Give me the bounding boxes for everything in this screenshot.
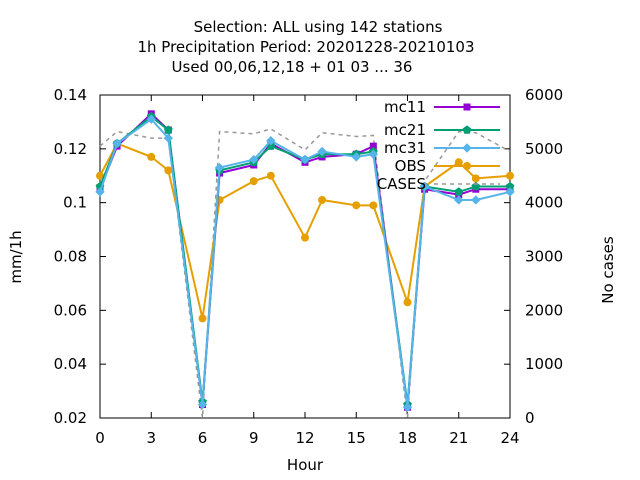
- data-point-obs: [147, 152, 156, 161]
- plot-frame: [99, 94, 511, 419]
- x-tick-label: 18: [398, 429, 417, 447]
- y-tick-label: 0.08: [54, 248, 87, 266]
- data-point-mc31: [505, 187, 515, 197]
- y-tick-label: 0.14: [54, 86, 87, 104]
- data-point-mc21: [163, 125, 173, 134]
- x-tick-label: 9: [249, 429, 259, 447]
- legend-marker-mc11: [463, 103, 471, 111]
- data-point-mc31: [95, 187, 105, 197]
- y-tick-label: 0.02: [54, 409, 87, 427]
- y-axis-label: mm/1h: [7, 230, 25, 283]
- chart-title: Selection: ALL using 142 stations 1h Pre…: [137, 18, 474, 76]
- data-point-mc31: [454, 195, 464, 205]
- x-tick-label: 21: [449, 429, 468, 447]
- y-tick-label: 0.12: [54, 140, 87, 158]
- series-line-obs: [99, 142, 511, 319]
- data-point-obs: [249, 177, 258, 186]
- y2-tick-label: 4000: [525, 194, 563, 212]
- legend-marker-mc31: [462, 143, 472, 153]
- data-point-mc31: [266, 136, 276, 146]
- data-point-obs: [164, 166, 173, 175]
- legend-marker-obs: [463, 162, 471, 170]
- data-point-obs: [301, 233, 309, 242]
- x-tick-label: 0: [95, 429, 105, 447]
- data-point-obs: [454, 158, 463, 167]
- legend-marker-mc21: [462, 125, 472, 134]
- x-axis: 0 3 6 9 12 15 18 21 24: [95, 95, 520, 447]
- x-tick-label: 12: [295, 429, 314, 447]
- data-point-mc31: [146, 114, 156, 124]
- y2-tick-label: 6000: [525, 86, 563, 104]
- data-point-obs: [471, 174, 480, 183]
- data-point-mc31: [317, 146, 327, 157]
- y-axis-left: 0.02 0.04 0.06 0.08 0.1 0.12 0.14: [54, 86, 106, 427]
- legend-label-mc21: mc21: [384, 121, 426, 139]
- data-point-mc31: [163, 133, 174, 143]
- title-line-3: Used 00,06,12,18 + 01 03 ... 36: [172, 58, 413, 76]
- data-point-obs: [369, 201, 378, 210]
- series-mc31: [95, 114, 515, 412]
- data-point-mc31: [197, 399, 208, 410]
- data-point-obs: [352, 201, 361, 210]
- series-obs: [96, 139, 514, 323]
- data-point-mc31: [368, 149, 379, 159]
- title-line-1: Selection: ALL using 142 stations: [194, 18, 443, 36]
- x-tick-label: 6: [198, 429, 208, 447]
- y-axis-right: 0 1000 2000 3000 4000 5000 6000: [504, 86, 563, 427]
- y-tick-label: 0.06: [54, 301, 87, 319]
- data-point-mc21: [454, 187, 464, 196]
- series-layer: [95, 110, 515, 419]
- y2-tick-label: 5000: [525, 140, 563, 158]
- data-point-mc31: [300, 154, 310, 165]
- y2-tick-label: 1000: [525, 355, 563, 373]
- data-point-mc31: [402, 402, 413, 412]
- data-point-mc31: [249, 154, 259, 165]
- x-axis-label: Hour: [287, 456, 324, 474]
- data-point-obs: [318, 195, 327, 204]
- y2-tick-label: 2000: [525, 301, 563, 319]
- data-point-mc31: [351, 152, 361, 162]
- y2-tick-label: 0: [525, 409, 535, 427]
- series-line-cases: [99, 128, 511, 419]
- y-tick-label: 0.04: [54, 355, 87, 373]
- data-point-mc31: [471, 195, 481, 205]
- y-tick-label: 0.1: [63, 194, 87, 212]
- legend-label-mc11: mc11: [384, 98, 426, 116]
- legend-label-mc31: mc31: [384, 139, 426, 157]
- data-point-mc31: [112, 138, 122, 149]
- data-point-mc31: [214, 162, 225, 173]
- x-tick-label: 15: [347, 429, 366, 447]
- legend-label-cases: CASES: [377, 175, 426, 193]
- legend-label-obs: OBS: [395, 157, 426, 175]
- data-point-obs: [198, 314, 207, 323]
- y2-axis-label: No cases: [599, 236, 617, 304]
- y2-tick-label: 3000: [525, 248, 563, 266]
- series-cases: [99, 128, 511, 419]
- data-point-obs: [266, 171, 275, 180]
- x-tick-label: 24: [500, 429, 519, 447]
- data-point-mc31: [419, 181, 430, 192]
- x-tick-label: 3: [146, 429, 156, 447]
- data-point-obs: [403, 298, 412, 307]
- title-line-2: 1h Precipitation Period: 20201228-202101…: [137, 38, 474, 56]
- data-point-obs: [506, 171, 514, 180]
